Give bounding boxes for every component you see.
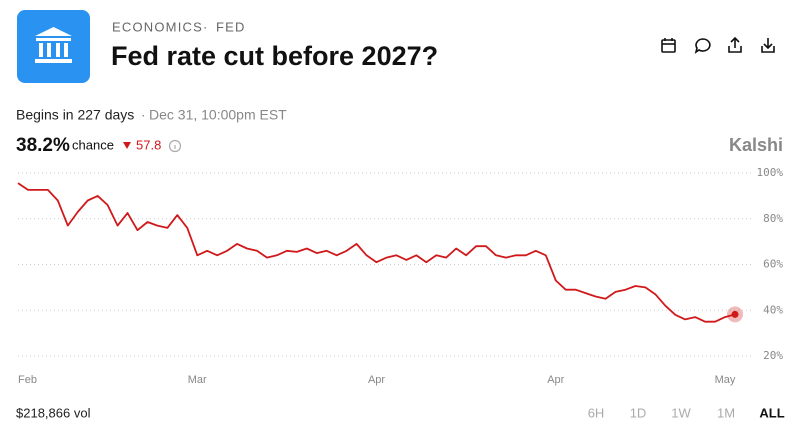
market-title: Fed rate cut before 2027? xyxy=(111,41,438,71)
x-tick-label: May xyxy=(715,374,736,386)
y-tick-label: 80% xyxy=(763,212,783,225)
share-button[interactable] xyxy=(728,36,742,53)
current-point xyxy=(731,310,739,318)
range-button[interactable]: 1D xyxy=(630,405,647,420)
market-icon xyxy=(17,10,90,83)
bank-glyph xyxy=(35,27,72,63)
end-date: Dec 31, 10:00pm EST xyxy=(149,107,287,123)
volume: $218,866 vol xyxy=(16,405,91,420)
separator: · xyxy=(141,107,146,123)
calendar-button[interactable] xyxy=(661,38,676,53)
x-tick-label: Apr xyxy=(547,374,564,386)
separator: · xyxy=(203,19,207,34)
range-button[interactable]: 6H xyxy=(588,405,605,420)
download-button[interactable] xyxy=(761,38,775,53)
begins: Begins in 227 days xyxy=(16,107,134,123)
range-button[interactable]: ALL xyxy=(759,405,784,420)
chart: 20% 40% 60% 80% 100% Feb Mar Apr Apr May xyxy=(17,166,784,386)
y-tick-label: 60% xyxy=(763,258,783,271)
range-button[interactable]: 1M xyxy=(717,405,735,420)
range-button[interactable]: 1W xyxy=(671,405,691,420)
chance-value: 38.2% xyxy=(16,135,70,156)
x-tick-label: Feb xyxy=(18,374,37,386)
chance-change: 57.8 xyxy=(136,137,161,152)
x-tick-label: Apr xyxy=(368,374,385,386)
x-tick-label: Mar xyxy=(188,374,207,386)
chance-label: chance xyxy=(72,137,114,152)
y-tick-label: 40% xyxy=(763,303,783,316)
down-arrow xyxy=(123,142,131,149)
brand: Kalshi xyxy=(729,135,783,155)
subcategory[interactable]: FED xyxy=(216,19,246,34)
category[interactable]: ECONOMICS xyxy=(112,19,203,34)
y-tick-label: 20% xyxy=(763,349,783,362)
range-selector: 6H 1D 1W 1M ALL xyxy=(588,405,785,420)
y-tick-label: 100% xyxy=(757,166,784,179)
comment-button[interactable] xyxy=(694,38,711,54)
info-icon[interactable] xyxy=(168,139,182,153)
price-line xyxy=(17,182,736,323)
